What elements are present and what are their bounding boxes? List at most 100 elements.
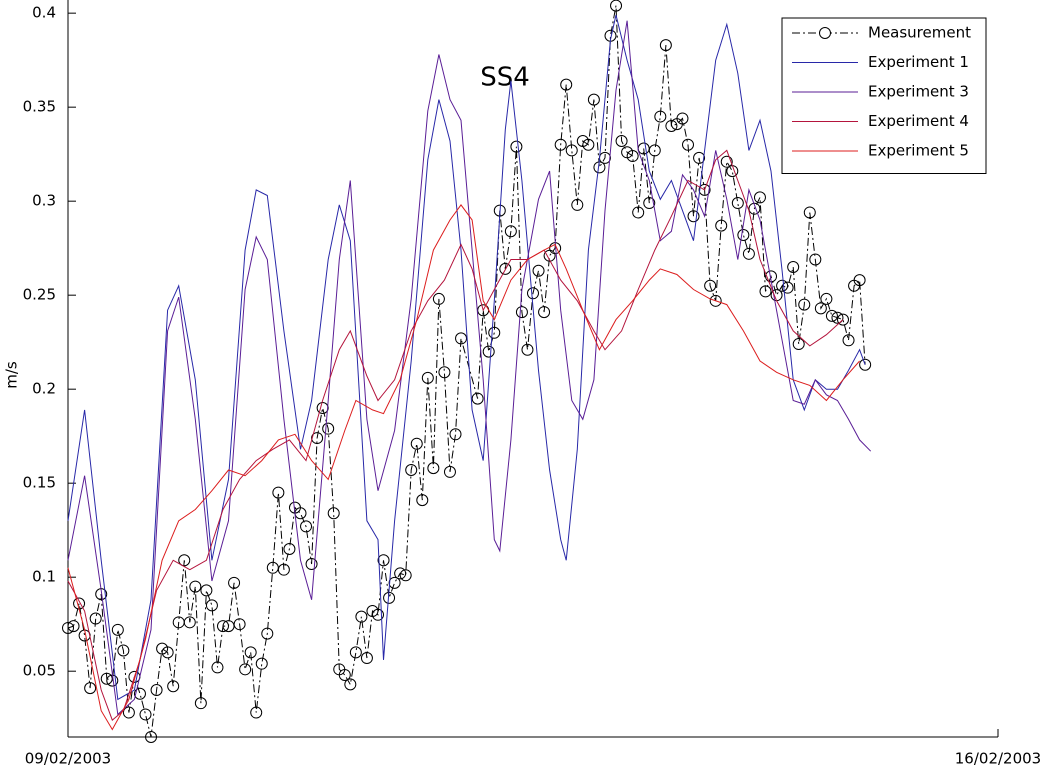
- data-point: [504, 225, 517, 238]
- data-point: [654, 110, 667, 123]
- data-point: [360, 652, 373, 665]
- legend-label: Experiment 5: [868, 142, 969, 160]
- data-point: [665, 119, 678, 132]
- legend-box: [781, 17, 987, 174]
- data-point: [731, 197, 744, 210]
- x-tick-label: 09/02/2003: [25, 750, 111, 765]
- series-line: [67, 149, 844, 721]
- data-point: [277, 563, 290, 576]
- data-point: [421, 371, 434, 384]
- data-point: [554, 138, 567, 151]
- data-point: [150, 683, 163, 696]
- data-point: [837, 313, 849, 326]
- data-point: [62, 621, 74, 634]
- data-point: [693, 151, 706, 164]
- legend-label: Experiment 1: [868, 53, 969, 71]
- data-point: [100, 672, 113, 685]
- data-point: [139, 708, 152, 721]
- data-point: [344, 678, 357, 691]
- data-point: [388, 576, 401, 589]
- data-point: [587, 93, 600, 106]
- data-point: [803, 206, 816, 219]
- data-point: [89, 612, 102, 625]
- data-point: [532, 264, 545, 277]
- data-point: [571, 198, 584, 211]
- data-point: [438, 366, 451, 379]
- data-point: [399, 569, 412, 582]
- data-point: [825, 309, 838, 322]
- data-point: [311, 432, 324, 445]
- data-point: [853, 274, 866, 287]
- x-tick-label: 16/02/2003: [955, 750, 1041, 765]
- data-point: [161, 646, 174, 659]
- data-point: [792, 338, 805, 351]
- data-point: [820, 292, 833, 305]
- data-point: [565, 144, 578, 157]
- data-point: [239, 663, 252, 676]
- data-point: [632, 206, 645, 219]
- y-tick-label: 0.1: [32, 568, 56, 586]
- data-point: [145, 731, 158, 743]
- data-point: [394, 567, 407, 580]
- data-point: [814, 302, 827, 315]
- data-point: [200, 584, 213, 597]
- data-point: [676, 112, 689, 125]
- data-point: [582, 138, 595, 151]
- data-point: [416, 494, 429, 507]
- data-point: [488, 326, 501, 339]
- data-point: [117, 644, 130, 657]
- data-point: [427, 462, 440, 475]
- data-point: [183, 616, 196, 629]
- data-point: [648, 144, 661, 157]
- legend-label: Experiment 3: [868, 83, 969, 101]
- series-line: [67, 204, 860, 731]
- data-point: [250, 706, 263, 719]
- data-point: [615, 135, 628, 148]
- data-point: [233, 618, 246, 631]
- data-point: [372, 608, 384, 621]
- data-point: [133, 687, 146, 700]
- data-point: [405, 464, 418, 477]
- data-point: [449, 428, 462, 441]
- data-point: [327, 507, 340, 520]
- data-point: [704, 279, 717, 292]
- data-point: [809, 253, 822, 266]
- data-point: [261, 627, 274, 640]
- data-point: [753, 191, 766, 204]
- chart-title: SS4: [480, 63, 530, 93]
- data-point: [560, 78, 573, 91]
- data-point: [499, 262, 512, 275]
- data-point: [737, 229, 750, 242]
- data-point: [698, 183, 711, 196]
- data-point: [715, 219, 728, 232]
- data-point: [859, 358, 872, 371]
- legend-marker: [819, 27, 831, 39]
- data-point: [300, 520, 313, 533]
- data-point: [84, 682, 97, 695]
- data-point: [798, 298, 811, 311]
- data-point: [538, 306, 551, 319]
- data-point: [316, 401, 329, 414]
- data-point: [443, 465, 456, 478]
- data-point: [455, 332, 468, 345]
- data-point: [432, 292, 445, 305]
- data-point: [272, 486, 285, 499]
- data-point: [111, 623, 124, 636]
- data-point: [189, 580, 202, 593]
- data-point: [167, 680, 180, 693]
- data-point: [687, 210, 700, 223]
- y-tick-label: 0.3: [32, 192, 56, 210]
- data-point: [178, 554, 191, 567]
- data-point: [510, 140, 523, 153]
- data-point: [67, 620, 80, 633]
- series-line: [67, 20, 872, 716]
- y-tick-label: 0.35: [23, 98, 56, 116]
- data-point: [410, 437, 423, 450]
- data-point: [244, 646, 257, 659]
- data-point: [776, 279, 789, 292]
- data-point: [283, 542, 296, 555]
- y-tick-label: 0.05: [23, 662, 56, 680]
- data-point: [515, 306, 528, 319]
- data-point: [742, 247, 755, 260]
